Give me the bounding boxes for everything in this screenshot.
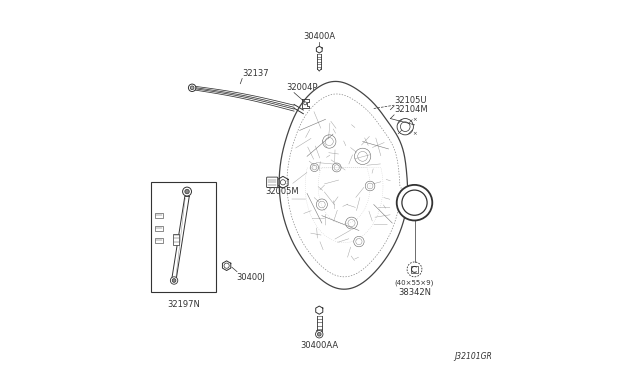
Circle shape — [188, 84, 196, 92]
Circle shape — [317, 333, 321, 336]
Text: 30400A: 30400A — [303, 32, 335, 41]
Text: 30400J: 30400J — [236, 273, 265, 282]
Text: ×: × — [412, 118, 417, 122]
Circle shape — [172, 279, 176, 282]
Circle shape — [185, 189, 189, 194]
Circle shape — [182, 187, 191, 196]
Bar — [155, 238, 163, 243]
Text: J32101GR: J32101GR — [454, 352, 492, 361]
Bar — [155, 213, 163, 218]
Text: 32137: 32137 — [242, 69, 269, 78]
Text: (40×55×9): (40×55×9) — [395, 280, 434, 286]
Text: 32104M: 32104M — [394, 105, 428, 114]
Circle shape — [316, 331, 323, 338]
Text: ×: × — [412, 131, 417, 136]
Text: 32004P: 32004P — [286, 83, 317, 92]
Circle shape — [304, 102, 307, 105]
Bar — [411, 266, 418, 273]
Bar — [173, 234, 179, 245]
Circle shape — [224, 263, 229, 268]
Text: 32005M: 32005M — [265, 187, 299, 196]
Text: 32105U: 32105U — [394, 96, 427, 105]
Circle shape — [170, 277, 178, 284]
Text: 30400AA: 30400AA — [300, 340, 339, 350]
Circle shape — [190, 86, 194, 90]
Circle shape — [280, 180, 285, 185]
Text: 38342N: 38342N — [398, 288, 431, 297]
Text: 32197N: 32197N — [168, 300, 200, 309]
Bar — [152, 182, 216, 292]
FancyBboxPatch shape — [267, 177, 278, 187]
Bar — [155, 226, 163, 231]
Circle shape — [397, 185, 432, 221]
